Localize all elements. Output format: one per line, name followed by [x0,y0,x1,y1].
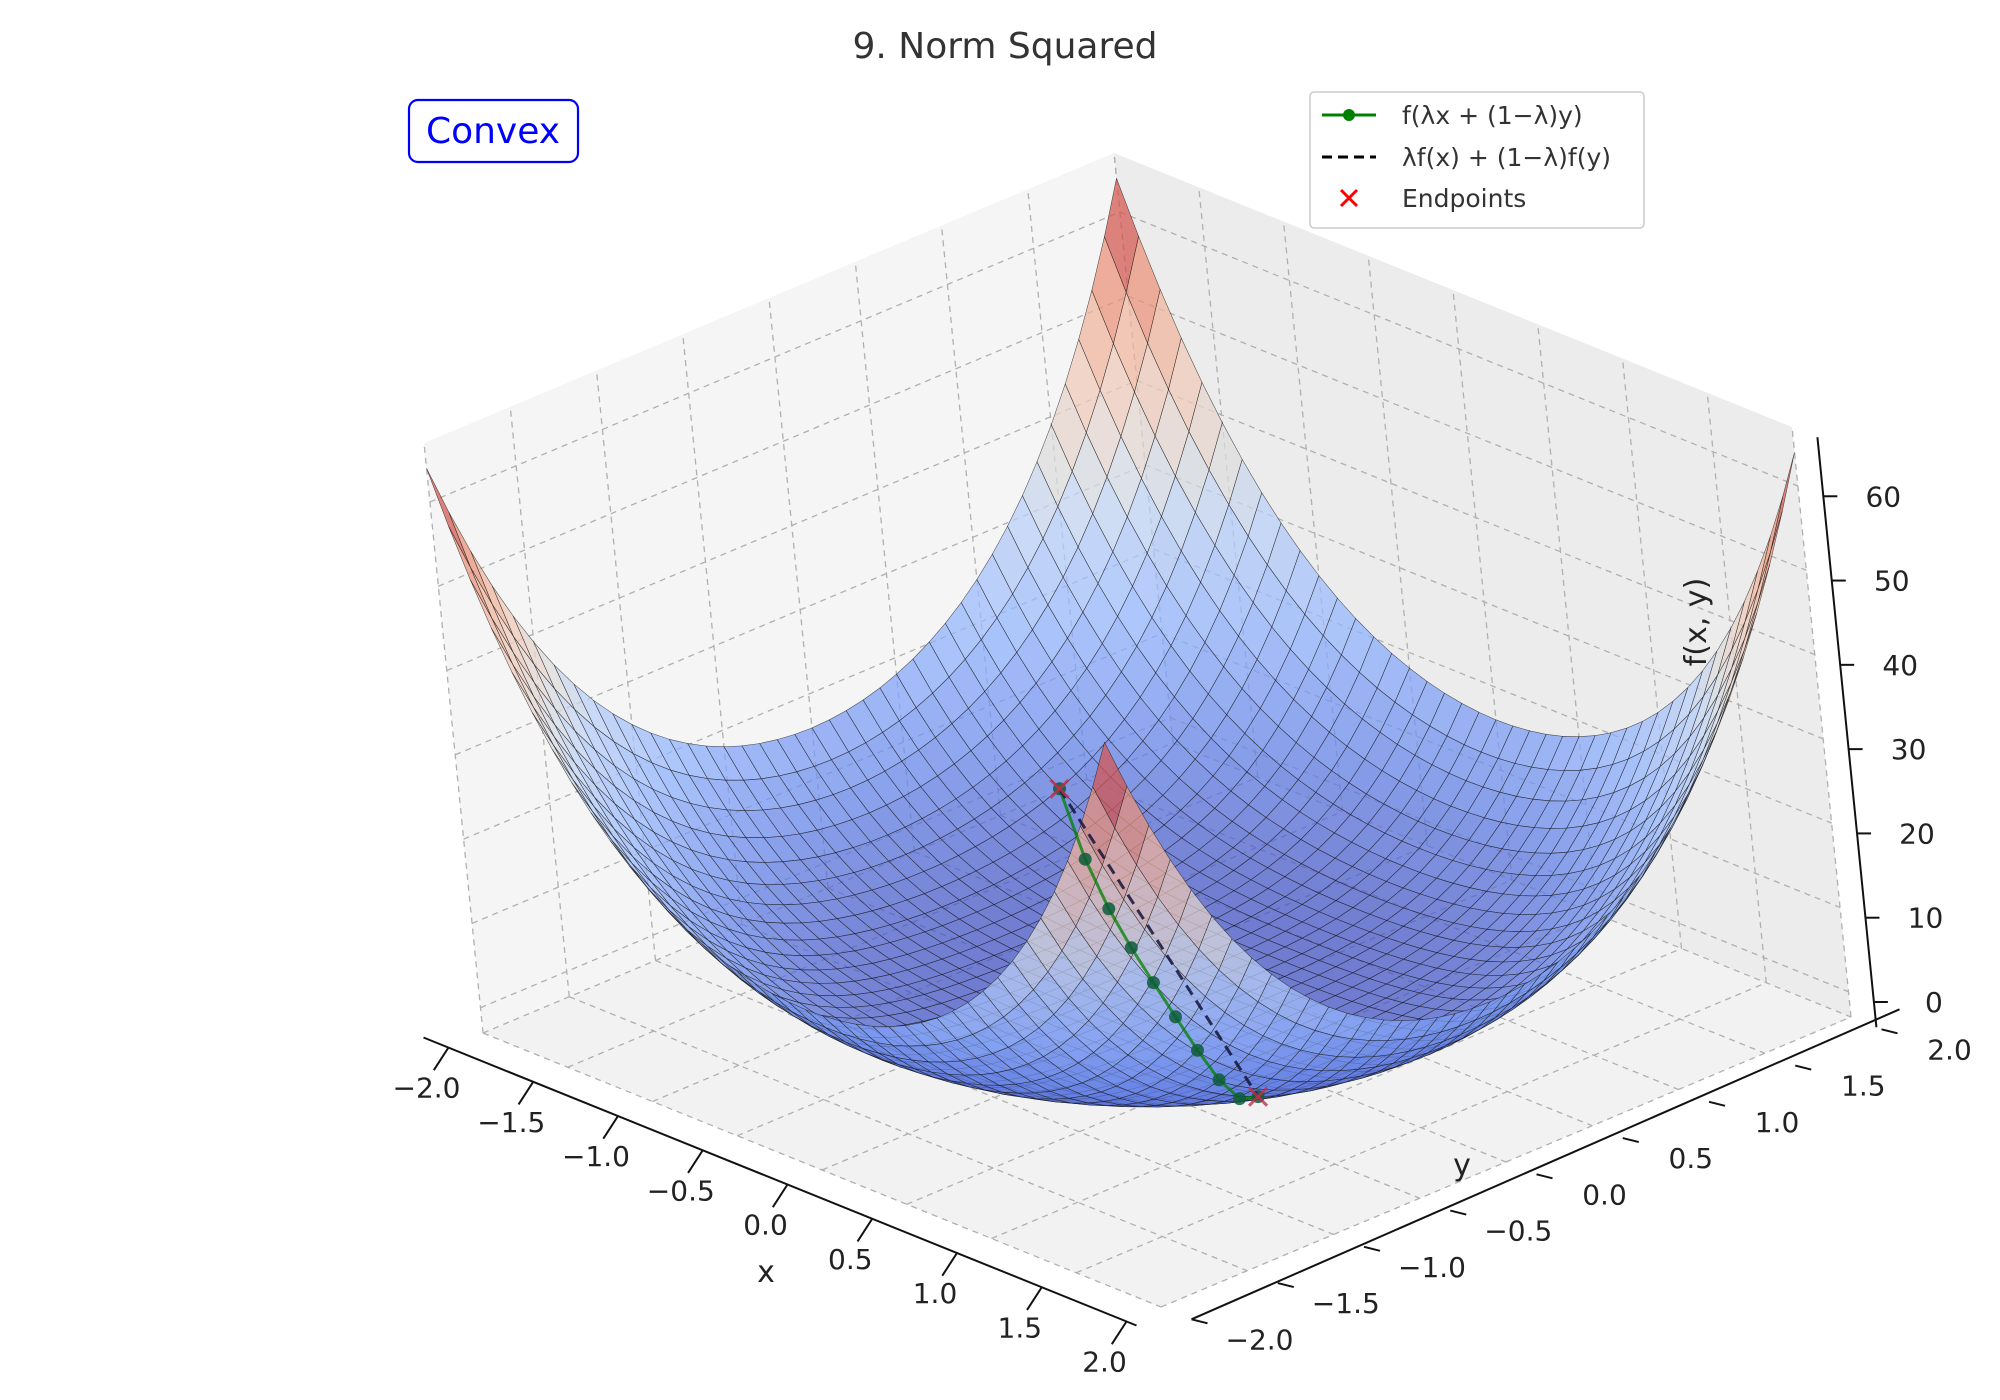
x-axis-line [423,1036,1137,1327]
floor-grid-x [991,947,1682,1240]
y-tick-label: 2.0 [1927,1033,1972,1066]
x-tick-label: −1.5 [477,1106,545,1139]
interpolation-point [1078,852,1092,866]
z-tick-label: 20 [1899,817,1935,850]
z-tick-label: 10 [1908,902,1944,935]
x-tick-mark [1110,1320,1128,1345]
z-tick-label: 30 [1891,733,1927,766]
y-tick-label: 0.0 [1582,1178,1627,1211]
x-axis-label: x [757,1255,775,1290]
back-wall-grid-z [1136,379,1816,656]
z-tick-label: 40 [1882,649,1918,682]
floor-grid-x [1075,982,1767,1274]
convex-badge-box [407,98,580,164]
x-tick-mark [687,1149,704,1174]
y-tick-mark [1536,1173,1553,1180]
x-tick-mark [771,1183,789,1208]
x-tick-label: 2.0 [1082,1346,1127,1379]
x-tick-label: 1.0 [913,1277,958,1310]
x-tick-mark [517,1081,535,1105]
z-tick-label: 50 [1874,565,1910,598]
floor-grid-x [1160,1016,1852,1308]
legend-swatch-endpoints [1339,188,1359,208]
convex-badge-label: Convex [426,111,560,152]
y-tick-label: −1.0 [1398,1251,1466,1284]
interpolation-point [1212,1073,1226,1087]
legend-swatch-interp-marker [1343,109,1355,121]
x-tick-label: −0.5 [647,1174,715,1207]
x-tick-mark [941,1252,958,1277]
y-tick-mark [1708,1100,1726,1107]
y-tick-label: −0.5 [1484,1215,1552,1248]
x-tick-mark [856,1218,874,1242]
legend-label-interp: f(λx + (1−λ)y) [1402,101,1583,130]
x-tick-label: 0.0 [743,1209,788,1242]
x-tick-label: −2.0 [393,1072,461,1105]
chart-title: 9. Norm Squared [852,26,1157,67]
z-axis-label: f(x, y) [1679,578,1714,667]
convex-badge: Convex [407,98,580,164]
x-tick-label: 0.5 [828,1243,873,1276]
y-tick-mark [1881,1028,1898,1035]
z-tick-label: 60 [1865,480,1901,513]
interpolation-point [1169,1010,1182,1024]
tick-labels: −2.0−1.5−1.0−0.50.00.51.01.52.0−2.0−1.5−… [393,480,1972,1378]
x-tick-mark [432,1046,450,1071]
interpolation-point [1191,1043,1204,1057]
x-tick-mark [1026,1286,1043,1311]
interpolation-point [1124,941,1138,955]
interpolation-line [1058,788,1259,1101]
legend-frame [1309,91,1645,229]
legend-label-chord: λf(x) + (1−λ)f(y) [1402,143,1611,172]
y-tick-mark [1277,1282,1295,1289]
y-tick-mark [1450,1209,1467,1216]
z-axis-line [1816,437,1878,1028]
z-tick-label: 0 [1925,986,1943,1019]
y-tick-label: −1.5 [1312,1287,1380,1320]
axis-lines [423,437,1900,1345]
x-tick-label: 1.5 [998,1311,1043,1344]
y-tick-label: −2.0 [1226,1323,1294,1356]
y-axis-label: y [1453,1148,1471,1183]
y-tick-label: 1.0 [1755,1106,1800,1139]
y-axis-line [1191,1008,1900,1321]
y-tick-mark [1795,1064,1812,1071]
interpolation-point [1146,976,1160,990]
y-tick-mark [1363,1245,1381,1252]
y-tick-label: 1.5 [1841,1070,1886,1103]
x-tick-label: −1.0 [562,1140,630,1173]
left-wall-grid-z [438,295,1129,587]
y-tick-label: 0.5 [1669,1142,1714,1175]
overlay-lines [1049,778,1269,1107]
interpolation-point [1233,1092,1247,1106]
surface [426,177,1795,1108]
left-wall-grid-z [446,379,1138,672]
y-tick-mark [1622,1137,1640,1144]
chord-line [1058,788,1260,1098]
endpoint-start [1049,778,1070,799]
endpoint-end [1248,1086,1269,1107]
back-wall-grid-z [1119,211,1799,487]
y-tick-mark [1191,1318,1208,1325]
legend: f(λx + (1−λ)y) λf(x) + (1−λ)f(y) Endpoin… [1309,91,1645,229]
back-wall-grid-z [1128,295,1807,571]
legend-label-endpoints: Endpoints [1402,184,1526,213]
left-wall-grid-z [429,211,1121,503]
x-tick-mark [602,1115,619,1140]
interpolation-point [1102,902,1116,916]
